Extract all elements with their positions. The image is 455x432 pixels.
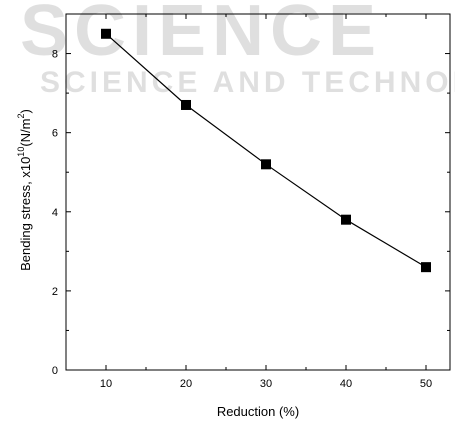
- x-tick-label: 50: [420, 378, 432, 390]
- watermark: SCIENCE SCIENCE AND TECHNOLOGY: [20, 0, 455, 99]
- x-axis-label: Reduction (%): [217, 404, 299, 419]
- plot-frame: [65, 13, 451, 371]
- y-axis-label: Bending stress, x1010(N/m2): [16, 109, 33, 271]
- axis-labels: Reduction (%) Bending stress, x1010(N/m2…: [16, 109, 299, 419]
- y-axis-label-unit-close: ): [18, 109, 33, 113]
- x-tick-label: 30: [260, 378, 272, 390]
- y-tick-label: 4: [52, 207, 58, 219]
- y-tick-label: 8: [52, 49, 58, 61]
- y-axis-label-unit-open: (N/m: [18, 118, 33, 146]
- series: [101, 28, 431, 273]
- watermark-text: SCIENCE AND TECHNOLOGY: [40, 66, 455, 99]
- data-point-marker: [181, 99, 191, 110]
- y-tick-label: 2: [52, 286, 58, 298]
- y-tick-label: 6: [52, 128, 58, 140]
- axes: 10 20 30 40 50 0 2 4 6 8: [52, 13, 451, 390]
- y-axis-label-prefix: Bending stress, x10: [18, 157, 33, 271]
- y-tick-label: 0: [52, 365, 58, 377]
- y-axis-label-unit-exp: 2: [16, 113, 26, 118]
- x-tick-label: 20: [180, 378, 192, 390]
- x-tick-label: 40: [340, 378, 352, 390]
- data-point-marker: [341, 214, 351, 225]
- data-point-marker: [261, 159, 271, 170]
- data-point-marker: [421, 262, 431, 273]
- data-point-marker: [101, 28, 111, 39]
- svg-text:SCIENCE: SCIENCE: [20, 0, 382, 71]
- x-tick-label: 10: [100, 378, 112, 390]
- y-axis-label-exponent: 10: [16, 147, 26, 157]
